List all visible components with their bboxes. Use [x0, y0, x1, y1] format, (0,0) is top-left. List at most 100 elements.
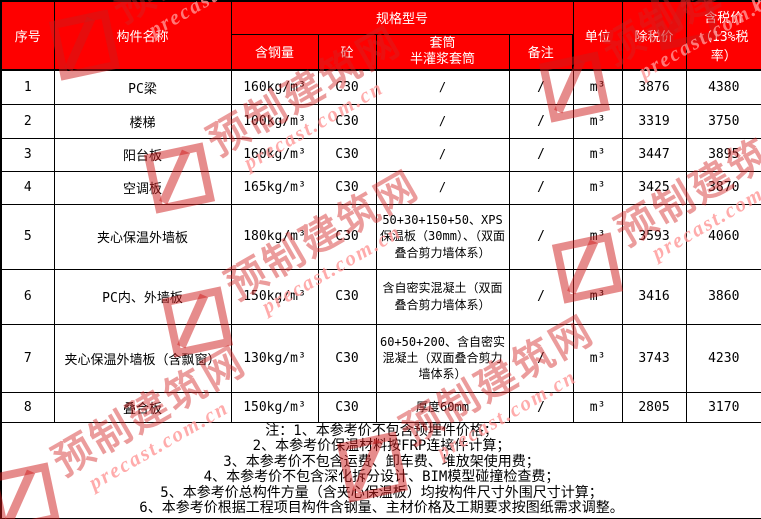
table-row: 3 阳台板 160kg/m³ C30 / / m³ 3447 3895 — [0, 137, 761, 172]
cell-unit: m³ — [572, 103, 623, 139]
cell-price-ex: 3876 — [621, 69, 687, 105]
cell-no: 6 — [0, 268, 55, 325]
cell-remark: / — [508, 268, 574, 325]
cell-name: PC内、外墙板 — [53, 268, 232, 325]
cell-price-inc: 3860 — [685, 268, 761, 325]
cell-price-ex: 3416 — [621, 268, 687, 325]
cell-remark: / — [508, 170, 574, 205]
cell-unit: m³ — [572, 323, 623, 393]
cell-sleeve: / — [375, 69, 510, 105]
cell-price-ex: 3425 — [621, 170, 687, 205]
cell-price-ex: 3319 — [621, 103, 687, 139]
cell-unit: m³ — [572, 268, 623, 325]
cell-price-ex: 3447 — [621, 137, 687, 172]
notes-row: 注：1、本参考价不包含预埋件价格； 2、本参考价保温材料按FRP连接件计算； 3… — [0, 421, 761, 519]
table-body: 1 PC梁 160kg/m³ C30 / / m³ 3876 4380 2 楼梯… — [0, 69, 761, 519]
table-row: 5 夹心保温外墙板 180kg/m³ C30 50+30+150+50、XPS保… — [0, 203, 761, 270]
col-header-sleeve: 套筒 半灌浆套筒 — [375, 33, 510, 71]
cell-unit: m³ — [572, 137, 623, 172]
cell-steel: 130kg/m³ — [230, 323, 319, 393]
cell-unit: m³ — [572, 69, 623, 105]
cell-no: 3 — [0, 137, 55, 172]
cell-name: PC梁 — [53, 69, 232, 105]
table-header: 序号 构件名称 规格型号 单位 除税价 含税价（13%税率） 含钢量 砼 套筒 … — [0, 0, 761, 71]
table-row: 4 空调板 165kg/m³ C30 / / m³ 3425 3870 — [0, 170, 761, 205]
cell-name: 叠合板 — [53, 391, 232, 423]
cell-name: 楼梯 — [53, 103, 232, 139]
cell-concrete: C30 — [317, 268, 377, 325]
cell-sleeve: / — [375, 103, 510, 139]
cell-unit: m³ — [572, 203, 623, 270]
cell-remark: / — [508, 323, 574, 393]
cell-name: 夹心保温外墙板（含飘窗） — [53, 323, 232, 393]
cell-concrete: C30 — [317, 391, 377, 423]
cell-remark: / — [508, 103, 574, 139]
col-header-no: 序号 — [0, 0, 55, 71]
cell-no: 8 — [0, 391, 55, 423]
cell-unit: m³ — [572, 391, 623, 423]
table-row: 6 PC内、外墙板 150kg/m³ C30 含自密实混凝土（双面叠合剪力墙体系… — [0, 268, 761, 325]
cell-sleeve: 60+50+200、含自密实混凝土（双面叠合剪力墙体系） — [375, 323, 510, 393]
cell-concrete: C30 — [317, 137, 377, 172]
col-header-price-ex: 除税价 — [621, 0, 687, 71]
cell-concrete: C30 — [317, 103, 377, 139]
cell-concrete: C30 — [317, 69, 377, 105]
col-header-unit: 单位 — [572, 0, 623, 71]
header-row-2: 含钢量 砼 套筒 半灌浆套筒 备注 — [1, 33, 761, 71]
table-row: 7 夹心保温外墙板（含飘窗） 130kg/m³ C30 60+50+200、含自… — [0, 323, 761, 393]
table-row: 8 叠合板 150kg/m³ C30 厚度60mm / m³ 2805 3170 — [0, 391, 761, 423]
col-header-steel: 含钢量 — [230, 33, 319, 71]
cell-sleeve: / — [375, 170, 510, 205]
cell-no: 7 — [0, 323, 55, 393]
cell-price-inc: 4380 — [685, 69, 761, 105]
notes-cell: 注：1、本参考价不包含预埋件价格； 2、本参考价保温材料按FRP连接件计算； 3… — [0, 421, 761, 519]
cell-steel: 150kg/m³ — [230, 391, 319, 423]
col-header-price-inc: 含税价（13%税率） — [685, 0, 761, 71]
header-row-1: 序号 构件名称 规格型号 单位 除税价 含税价（13%税率） — [0, 0, 761, 71]
cell-price-inc: 3750 — [685, 103, 761, 139]
cell-steel: 180kg/m³ — [230, 203, 319, 270]
cell-sleeve: 含自密实混凝土（双面叠合剪力墙体系） — [375, 268, 510, 325]
cell-unit: m³ — [572, 170, 623, 205]
cell-name: 阳台板 — [53, 137, 232, 172]
cell-no: 1 — [0, 69, 55, 105]
col-header-concrete: 砼 — [317, 33, 377, 71]
cell-price-ex: 3593 — [621, 203, 687, 270]
cell-remark: / — [508, 391, 574, 423]
cell-steel: 150kg/m³ — [230, 268, 319, 325]
cell-price-inc: 3895 — [685, 137, 761, 172]
note-line: 注：1、本参考价不包含预埋件价格； — [265, 422, 498, 439]
cell-no: 5 — [0, 203, 55, 270]
cell-remark: / — [508, 69, 574, 105]
cell-no: 2 — [0, 103, 55, 139]
cell-remark: / — [508, 203, 574, 270]
cell-no: 4 — [0, 170, 55, 205]
note-line: 2、本参考价保温材料按FRP连接件计算； — [252, 438, 511, 455]
col-header-remark: 备注 — [508, 33, 575, 71]
cell-concrete: C30 — [317, 170, 377, 205]
note-line: 3、本参考价不包含运费、卸车费、堆放架使用费； — [223, 453, 540, 470]
cell-name: 空调板 — [53, 170, 232, 205]
cell-price-inc: 3170 — [685, 391, 761, 423]
cell-sleeve: 厚度60mm — [375, 391, 510, 423]
cell-sleeve: 50+30+150+50、XPS保温板（30mm）、（双面叠合剪力墙体系） — [375, 203, 510, 270]
cell-steel: 160kg/m³ — [230, 137, 319, 172]
cell-price-inc: 4060 — [685, 203, 761, 270]
col-header-spec-group: 规格型号 — [230, 0, 574, 35]
cell-price-ex: 3743 — [621, 323, 687, 393]
cell-concrete: C30 — [317, 203, 377, 270]
note-line: 6、本参考价根据工程项目构件含钢量、主材价格及工期要求按图纸需求调整。 — [139, 500, 624, 517]
cell-remark: / — [508, 137, 574, 172]
cell-price-inc: 4230 — [685, 323, 761, 393]
note-line: 4、本参考价不包含深化拆分设计、BIM模型碰撞检查费； — [203, 469, 560, 486]
cell-steel: 100kg/m³ — [230, 103, 319, 139]
cell-name: 夹心保温外墙板 — [53, 203, 232, 270]
cell-concrete: C30 — [317, 323, 377, 393]
table-row: 2 楼梯 100kg/m³ C30 / / m³ 3319 3750 — [0, 103, 761, 139]
note-line: 5、本参考价总构件方量（含夹心保温板）均按构件尺寸外围尺寸计算； — [160, 484, 603, 501]
cell-steel: 165kg/m³ — [230, 170, 319, 205]
table-row: 1 PC梁 160kg/m³ C30 / / m³ 3876 4380 — [0, 69, 761, 105]
cell-sleeve: / — [375, 137, 510, 172]
